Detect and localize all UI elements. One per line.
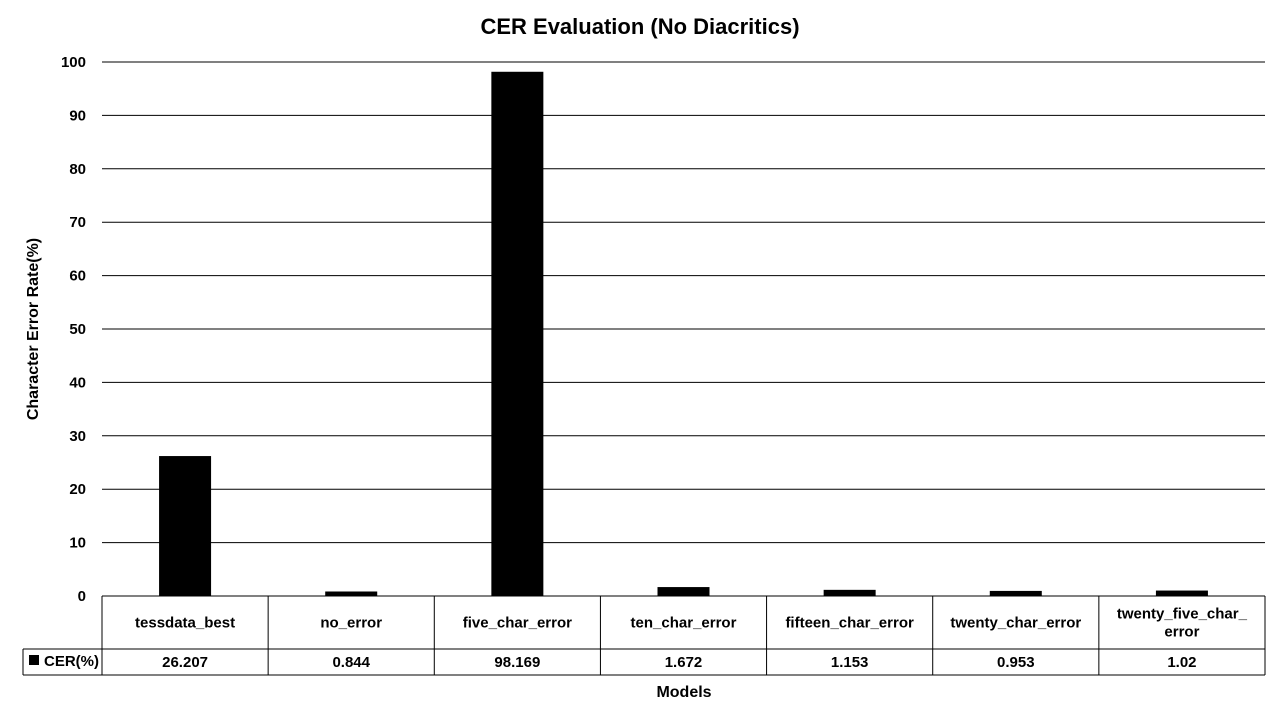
bar xyxy=(657,587,710,596)
y-tick-label: 80 xyxy=(69,161,86,178)
data-label: 1.153 xyxy=(831,654,869,671)
y-tick-label: 70 xyxy=(69,214,86,231)
data-label: 0.953 xyxy=(997,654,1035,671)
x-tick-label: ten_char_error xyxy=(631,615,737,632)
bar xyxy=(491,71,544,597)
x-tick-label: tessdata_best xyxy=(135,615,235,632)
bar xyxy=(1155,590,1208,596)
bar xyxy=(823,589,876,596)
bar xyxy=(159,456,212,596)
x-tick-label: no_error xyxy=(320,615,382,632)
gridlines xyxy=(102,61,1265,544)
y-tick-label: 40 xyxy=(69,374,86,391)
x-tick-label: five_char_error xyxy=(463,615,572,632)
y-tick-label: 100 xyxy=(61,54,86,71)
y-tick-label: 50 xyxy=(69,321,86,338)
chart-title: CER Evaluation (No Diacritics) xyxy=(480,14,799,39)
bar xyxy=(325,591,378,596)
x-tick-label: twenty_five_char_ xyxy=(1117,606,1248,623)
y-tick-label: 90 xyxy=(69,107,86,124)
y-tick-label: 10 xyxy=(69,535,86,552)
x-tick-label: fifteen_char_error xyxy=(785,615,914,632)
y-tick-label: 60 xyxy=(69,268,86,285)
y-tick-label: 20 xyxy=(69,481,86,498)
data-label: 26.207 xyxy=(162,654,208,671)
bar xyxy=(989,590,1042,596)
data-label: 1.02 xyxy=(1167,654,1196,671)
data-label: 1.672 xyxy=(665,654,703,671)
y-tick-label: 0 xyxy=(78,588,86,605)
y-tick-label: 30 xyxy=(69,428,86,445)
bars xyxy=(159,71,1208,597)
x-axis-label: Models xyxy=(656,684,711,701)
y-axis-label: Character Error Rate(%) xyxy=(25,238,42,420)
x-tick-label: twenty_char_error xyxy=(950,615,1081,632)
legend-series-name: CER(%) xyxy=(44,653,99,670)
data-label: 0.844 xyxy=(332,654,370,671)
y-tick-labels: 0 10 20 30 40 50 60 70 80 90 100 xyxy=(61,54,86,605)
x-tick-label: error xyxy=(1164,624,1199,641)
data-table: CER(%) tessdata_best 26.207 no_error 0.844 f… xyxy=(22,595,1266,676)
legend-swatch xyxy=(29,655,39,665)
data-label: 98.169 xyxy=(494,654,540,671)
